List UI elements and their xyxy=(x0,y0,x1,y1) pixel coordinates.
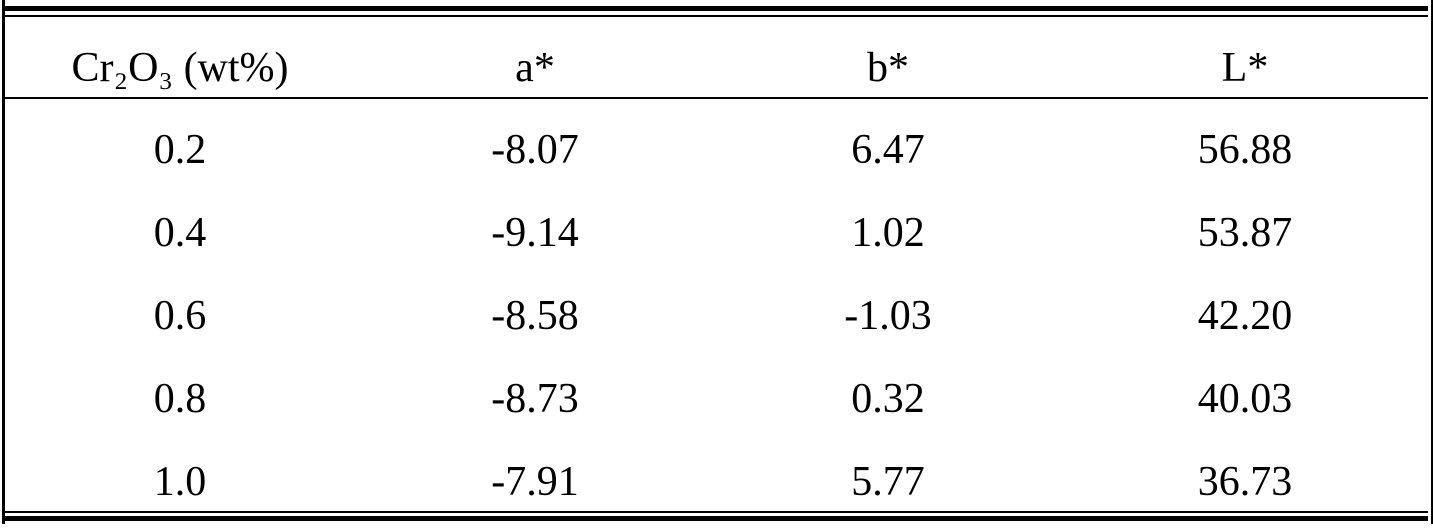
top-rule xyxy=(5,6,1428,11)
table-cell: 56.88 xyxy=(1197,127,1293,173)
table-cell: 5.77 xyxy=(851,459,925,505)
table-cell: 0.4 xyxy=(153,210,207,256)
table-cell: -8.73 xyxy=(491,376,579,422)
table-cell: -7.91 xyxy=(491,459,579,505)
table-cell: 0.6 xyxy=(153,293,207,339)
table-cell: -1.03 xyxy=(844,293,932,339)
table-cell: 6.47 xyxy=(851,127,925,173)
table-cell: -9.14 xyxy=(491,210,579,256)
top-rule-thin xyxy=(5,15,1428,17)
table-cell: 36.73 xyxy=(1197,459,1293,505)
table-cell: 1.02 xyxy=(851,210,925,256)
table-cell: 53.87 xyxy=(1197,210,1293,256)
header-cell: a* xyxy=(515,45,555,91)
table-cell: -8.07 xyxy=(491,127,579,173)
table-cell: 0.32 xyxy=(851,376,925,422)
table-cell: 42.20 xyxy=(1197,293,1293,339)
table-cell: 0.8 xyxy=(153,376,207,422)
header-rule xyxy=(5,97,1428,99)
header-cell: L* xyxy=(1221,45,1269,91)
bottom-rule xyxy=(5,516,1428,521)
table-cell: 1.0 xyxy=(153,459,207,505)
table-cell: 0.2 xyxy=(153,127,207,173)
table-cell: -8.58 xyxy=(491,293,579,339)
header-cell: Cr₂O₃ (wt%) xyxy=(71,45,289,91)
table-cell: 40.03 xyxy=(1197,376,1293,422)
header-cell: b* xyxy=(867,45,909,91)
bottom-rule-thin xyxy=(5,511,1428,513)
